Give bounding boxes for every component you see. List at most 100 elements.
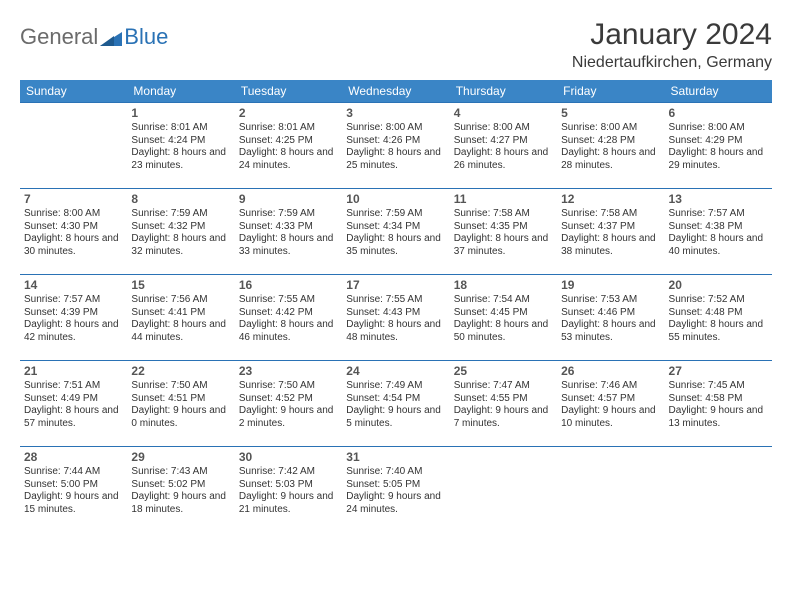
sunset-line: Sunset: 5:00 PM: [24, 479, 123, 492]
calendar-day-cell: 9Sunrise: 7:59 AMSunset: 4:33 PMDaylight…: [235, 189, 342, 275]
logo-triangle-icon: [100, 28, 122, 46]
title-block: January 2024 Niedertaufkirchen, Germany: [572, 18, 772, 72]
sunset-line: Sunset: 4:37 PM: [561, 221, 660, 234]
sunrise-line: Sunrise: 7:45 AM: [669, 380, 768, 393]
weekday-header: Friday: [557, 80, 664, 103]
day-number: 24: [346, 364, 445, 379]
daylight-line: Daylight: 8 hours and 35 minutes.: [346, 233, 445, 258]
weekday-header: Sunday: [20, 80, 127, 103]
sunrise-line: Sunrise: 7:58 AM: [561, 208, 660, 221]
sunset-line: Sunset: 4:29 PM: [669, 135, 768, 148]
sunrise-line: Sunrise: 8:00 AM: [24, 208, 123, 221]
day-number: 21: [24, 364, 123, 379]
day-number: 9: [239, 192, 338, 207]
weekday-header: Wednesday: [342, 80, 449, 103]
day-number: 5: [561, 106, 660, 121]
sunrise-line: Sunrise: 7:59 AM: [131, 208, 230, 221]
logo-text-blue: Blue: [124, 24, 168, 50]
daylight-line: Daylight: 8 hours and 32 minutes.: [131, 233, 230, 258]
sunrise-line: Sunrise: 8:00 AM: [561, 122, 660, 135]
sunset-line: Sunset: 4:39 PM: [24, 307, 123, 320]
sunset-line: Sunset: 4:32 PM: [131, 221, 230, 234]
sunrise-line: Sunrise: 7:53 AM: [561, 294, 660, 307]
sunset-line: Sunset: 4:41 PM: [131, 307, 230, 320]
daylight-line: Daylight: 8 hours and 48 minutes.: [346, 319, 445, 344]
sunrise-line: Sunrise: 7:50 AM: [239, 380, 338, 393]
daylight-line: Daylight: 9 hours and 2 minutes.: [239, 405, 338, 430]
sunset-line: Sunset: 4:55 PM: [454, 393, 553, 406]
calendar-day-cell: 24Sunrise: 7:49 AMSunset: 4:54 PMDayligh…: [342, 361, 449, 447]
daylight-line: Daylight: 8 hours and 30 minutes.: [24, 233, 123, 258]
daylight-line: Daylight: 8 hours and 33 minutes.: [239, 233, 338, 258]
day-number: 1: [131, 106, 230, 121]
day-number: 17: [346, 278, 445, 293]
day-number: 15: [131, 278, 230, 293]
day-number: 28: [24, 450, 123, 465]
daylight-line: Daylight: 9 hours and 18 minutes.: [131, 491, 230, 516]
daylight-line: Daylight: 8 hours and 50 minutes.: [454, 319, 553, 344]
calendar-week-row: 14Sunrise: 7:57 AMSunset: 4:39 PMDayligh…: [20, 275, 772, 361]
daylight-line: Daylight: 8 hours and 28 minutes.: [561, 147, 660, 172]
day-number: 2: [239, 106, 338, 121]
sunrise-line: Sunrise: 7:57 AM: [24, 294, 123, 307]
sunset-line: Sunset: 5:02 PM: [131, 479, 230, 492]
sunset-line: Sunset: 4:57 PM: [561, 393, 660, 406]
sunset-line: Sunset: 5:05 PM: [346, 479, 445, 492]
day-number: 14: [24, 278, 123, 293]
sunset-line: Sunset: 5:03 PM: [239, 479, 338, 492]
weekday-header: Tuesday: [235, 80, 342, 103]
calendar-day-cell: 20Sunrise: 7:52 AMSunset: 4:48 PMDayligh…: [665, 275, 772, 361]
sunrise-line: Sunrise: 8:00 AM: [669, 122, 768, 135]
day-number: 22: [131, 364, 230, 379]
daylight-line: Daylight: 8 hours and 53 minutes.: [561, 319, 660, 344]
weekday-header: Saturday: [665, 80, 772, 103]
sunset-line: Sunset: 4:26 PM: [346, 135, 445, 148]
daylight-line: Daylight: 8 hours and 42 minutes.: [24, 319, 123, 344]
calendar-day-cell: 14Sunrise: 7:57 AMSunset: 4:39 PMDayligh…: [20, 275, 127, 361]
calendar-day-cell: 23Sunrise: 7:50 AMSunset: 4:52 PMDayligh…: [235, 361, 342, 447]
day-number: 25: [454, 364, 553, 379]
sunrise-line: Sunrise: 7:59 AM: [239, 208, 338, 221]
sunset-line: Sunset: 4:34 PM: [346, 221, 445, 234]
daylight-line: Daylight: 8 hours and 40 minutes.: [669, 233, 768, 258]
daylight-line: Daylight: 8 hours and 25 minutes.: [346, 147, 445, 172]
daylight-line: Daylight: 8 hours and 44 minutes.: [131, 319, 230, 344]
calendar-header-row: SundayMondayTuesdayWednesdayThursdayFrid…: [20, 80, 772, 103]
calendar-day-cell: 22Sunrise: 7:50 AMSunset: 4:51 PMDayligh…: [127, 361, 234, 447]
sunrise-line: Sunrise: 7:58 AM: [454, 208, 553, 221]
sunset-line: Sunset: 4:38 PM: [669, 221, 768, 234]
sunrise-line: Sunrise: 7:42 AM: [239, 466, 338, 479]
sunrise-line: Sunrise: 7:59 AM: [346, 208, 445, 221]
sunrise-line: Sunrise: 8:01 AM: [131, 122, 230, 135]
day-number: 6: [669, 106, 768, 121]
sunset-line: Sunset: 4:28 PM: [561, 135, 660, 148]
day-number: 29: [131, 450, 230, 465]
sunrise-line: Sunrise: 7:46 AM: [561, 380, 660, 393]
daylight-line: Daylight: 8 hours and 37 minutes.: [454, 233, 553, 258]
sunrise-line: Sunrise: 8:01 AM: [239, 122, 338, 135]
sunset-line: Sunset: 4:24 PM: [131, 135, 230, 148]
sunset-line: Sunset: 4:52 PM: [239, 393, 338, 406]
calendar-day-cell: 12Sunrise: 7:58 AMSunset: 4:37 PMDayligh…: [557, 189, 664, 275]
daylight-line: Daylight: 9 hours and 13 minutes.: [669, 405, 768, 430]
sunset-line: Sunset: 4:49 PM: [24, 393, 123, 406]
calendar-day-cell: [450, 447, 557, 533]
calendar-day-cell: 11Sunrise: 7:58 AMSunset: 4:35 PMDayligh…: [450, 189, 557, 275]
daylight-line: Daylight: 8 hours and 55 minutes.: [669, 319, 768, 344]
calendar-day-cell: 29Sunrise: 7:43 AMSunset: 5:02 PMDayligh…: [127, 447, 234, 533]
calendar-week-row: 28Sunrise: 7:44 AMSunset: 5:00 PM Dayligh…: [20, 447, 772, 533]
day-number: 27: [669, 364, 768, 379]
calendar-day-cell: 8Sunrise: 7:59 AMSunset: 4:32 PMDaylight…: [127, 189, 234, 275]
sunrise-line: Sunrise: 7:44 AM: [24, 466, 123, 479]
calendar-week-row: 21Sunrise: 7:51 AMSunset: 4:49 PM Dayligh…: [20, 361, 772, 447]
calendar-day-cell: 16Sunrise: 7:55 AMSunset: 4:42 PMDayligh…: [235, 275, 342, 361]
day-number: 4: [454, 106, 553, 121]
calendar-day-cell: 13Sunrise: 7:57 AMSunset: 4:38 PMDayligh…: [665, 189, 772, 275]
calendar-day-cell: 31Sunrise: 7:40 AMSunset: 5:05 PMDayligh…: [342, 447, 449, 533]
sunset-line: Sunset: 4:27 PM: [454, 135, 553, 148]
calendar-day-cell: 17Sunrise: 7:55 AMSunset: 4:43 PMDayligh…: [342, 275, 449, 361]
sunset-line: Sunset: 4:42 PM: [239, 307, 338, 320]
sunrise-line: Sunrise: 7:51 AM: [24, 380, 123, 393]
day-number: 13: [669, 192, 768, 207]
calendar-table: SundayMondayTuesdayWednesdayThursdayFrid…: [20, 80, 772, 533]
